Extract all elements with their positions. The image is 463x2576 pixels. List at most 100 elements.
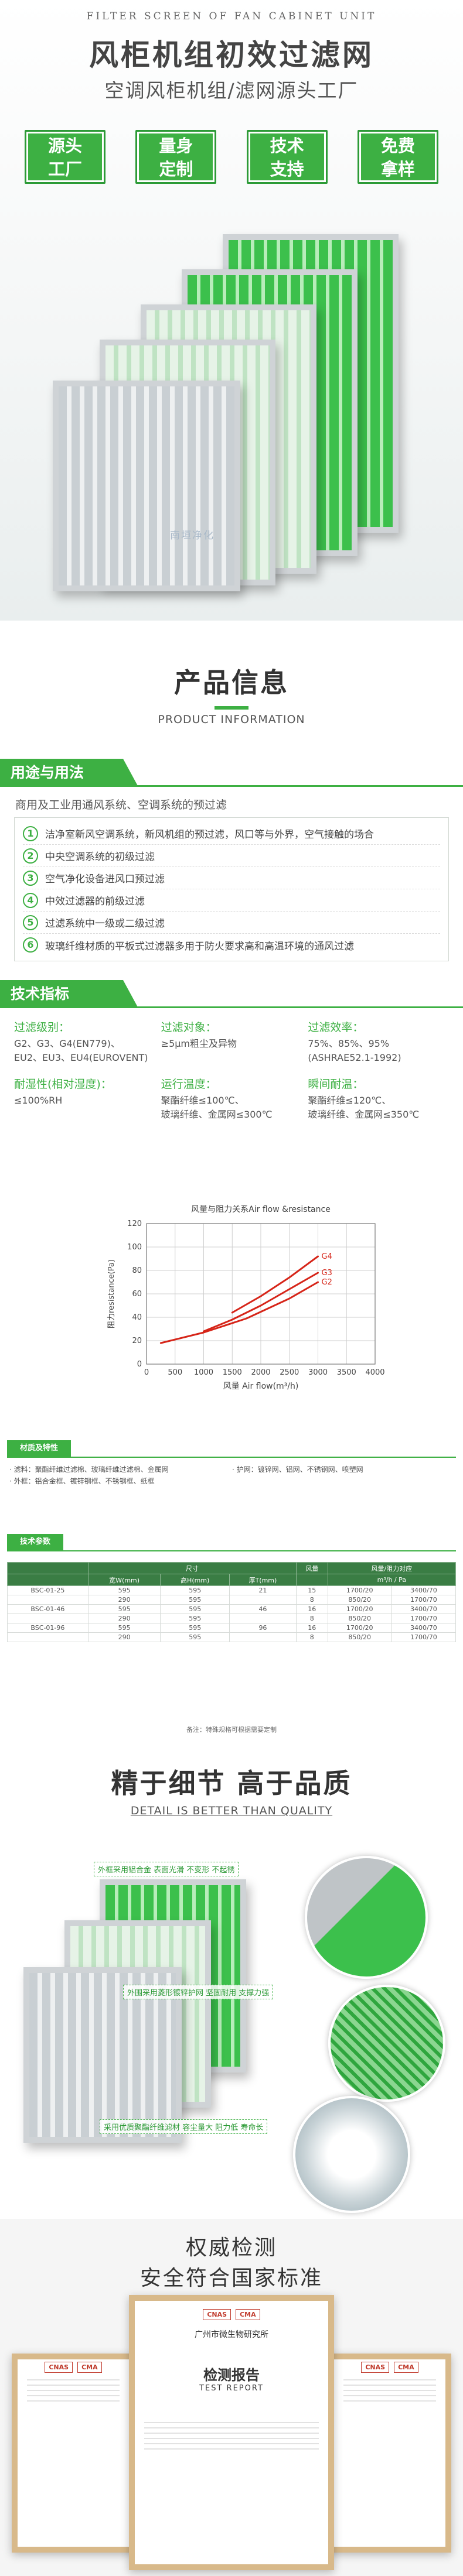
detail-heading: 精于细节 高于品质 DETAIL IS BETTER THAN QUALITY <box>0 1762 463 1817</box>
x-tick-label: 500 <box>168 1368 182 1377</box>
cert-document-left: CNAS CMA <box>12 2354 135 2553</box>
table-subheader-row: 宽W(mm) 高H(mm) 厚T(mm) m³/h / Pa <box>7 1574 457 1586</box>
brand-watermark: 南垣净化 <box>170 530 215 542</box>
cert-document-center: CNAS CMA 广州市微生物研究所 检测报告 TEST REPORT <box>129 2295 334 2570</box>
x-axis-label: 风量 Air flow(m³/h) <box>223 1382 299 1391</box>
usage-tab-label: 用途与用法 <box>0 759 138 787</box>
params-table: 尺寸 风量 风量/阻力对应 宽W(mm) 高H(mm) 厚T(mm) m³/h / Pa … <box>7 1562 457 1642</box>
table-row: 290 595 8 850/20 1700/70 <box>7 1595 457 1605</box>
cert-heading: 权威检测 安全符合国家标准 <box>0 2231 463 2291</box>
materials-tab-label: 材质及特性 <box>7 1440 72 1457</box>
params-tab-label: 技术参数 <box>7 1534 64 1550</box>
spec-peak-temp: 瞬间耐温： 聚酯纤维≤120℃、 玻璃纤维、金属网≤350℃ <box>308 1078 420 1120</box>
series-label-G4: G4 <box>322 1252 332 1261</box>
list-item: 3 空气净化设备进风口预过滤 <box>23 867 440 889</box>
cert-report-title-en: TEST REPORT <box>199 2384 264 2393</box>
callout-media: 采用优质聚酯纤维滤材 容尘量大 阻力低 寿命长 <box>100 2119 268 2134</box>
usage-intro: 商用及工业用通风系统、空调系统的预过滤 <box>15 799 227 811</box>
params-tab: 技术参数 <box>7 1534 456 1551</box>
airflow-resistance-chart: 风量与阻力关系Air flow &resistance 0 500 1000 1500 2… <box>100 1200 393 1405</box>
list-item: 6 玻璃纤维材质的平板式过滤器多用于防火要求高和高温环境的通风过滤 <box>23 934 440 956</box>
series-line-G2 <box>159 1281 319 1344</box>
x-tick-label: 0 <box>144 1368 149 1377</box>
cert-document-right: CNAS CMA <box>328 2354 451 2553</box>
badge-source-factory: 源头 工厂 <box>25 130 105 184</box>
table-header-row: 尺寸 风量 风量/阻力对应 <box>7 1562 457 1574</box>
product-info-title-en: PRODUCT INFORMATION <box>158 713 305 726</box>
spec-humidity: 耐湿性(相对湿度)： ≤100%RH <box>14 1078 112 1106</box>
product-info-title: 产品信息 <box>174 667 289 698</box>
spec-run-temp: 运行温度： 聚酯纤维≤100℃、 玻璃纤维、金属网≤300℃ <box>161 1078 273 1120</box>
table-row: 290 595 8 850/20 1700/70 <box>7 1632 457 1642</box>
hero-banner: FILTER SCREEN OF FAN CABINET UNIT 风柜机组初效… <box>0 0 463 621</box>
material-item: · 滤料：聚酯纤维过滤棉、玻璃纤维过滤棉、金属网 <box>9 1465 169 1474</box>
params-note: 备注：特殊规格可根据需要定制 <box>186 1726 277 1734</box>
cma-logo: CMA <box>236 2309 260 2320</box>
detail-image: 外框采用铝合金 表面光滑 不变形 不起锈 外围采用菱形镀锌护网 坚固耐用 支撑力… <box>0 1844 463 2219</box>
cert-subtitle: 安全符合国家标准 <box>139 2266 323 2290</box>
cert-report-title: 检测报告 <box>203 2367 260 2383</box>
list-item: 2 中央空调系统的初级过滤 <box>23 845 440 867</box>
materials-list: · 滤料：聚酯纤维过滤棉、玻璃纤维过滤棉、金属网 · 护网：镀锌网、铝网、不锈钢网… <box>9 1464 455 1487</box>
spec-filter-class: 过滤级别： G2、G3、G4(EN779)、 EU2、EU3、EU4(EUROVEN… <box>14 1021 148 1063</box>
badge-free-sample: 免费 拿样 <box>357 130 438 184</box>
hero-subtitle: 空调风柜机组/滤网源头工厂 <box>104 79 359 102</box>
y-tick-label: 60 <box>132 1290 142 1299</box>
cnas-logo: CNAS <box>45 2362 73 2373</box>
y-tick-label: 120 <box>127 1220 142 1228</box>
product-info-heading: 产品信息 PRODUCT INFORMATION <box>0 662 463 726</box>
cnas-logo: CNAS <box>361 2362 390 2373</box>
specs-tab: 技术指标 <box>0 977 463 1008</box>
table-row: 290 595 8 850/20 1700/70 <box>7 1614 457 1623</box>
usage-tab: 用途与用法 <box>0 755 463 787</box>
series-line-G4 <box>231 1255 319 1314</box>
y-tick-label: 40 <box>132 1313 142 1322</box>
x-tick-label: 2500 <box>280 1368 299 1377</box>
badge-custom: 量身 定制 <box>135 130 217 184</box>
table-row: BSC-01-96 595 595 96 16 1700/20 3400/70 <box>7 1623 457 1633</box>
material-item: · 护网：镀锌网、铝网、不锈钢网、喷塑网 <box>232 1465 363 1474</box>
spec-grid: 过滤级别： G2、G3、G4(EN779)、 EU2、EU3、EU4(EUROVEN… <box>14 1019 449 1122</box>
mesh-detail-zoom <box>328 1985 445 2102</box>
heading-accent-bar <box>215 706 248 710</box>
cert-title: 权威检测 <box>185 2236 277 2260</box>
table-row: BSC-01-25 595 595 21 15 1700/20 3400/70 <box>7 1585 457 1595</box>
series-line-G3 <box>203 1272 319 1332</box>
y-tick-label: 0 <box>137 1360 142 1369</box>
specs-tab-label: 技术指标 <box>0 980 138 1008</box>
filter-panel-front <box>53 381 240 591</box>
usage-list: 1 洁净室新风空调系统，新风机组的预过滤，风口等与外界，空气接触的场合 2 中央空调… <box>14 817 449 961</box>
list-item: 1 洁净室新风空调系统，新风机组的预过滤，风口等与外界，空气接触的场合 <box>23 823 440 845</box>
hero-title: 风柜机组初效过滤网 <box>89 38 374 72</box>
table-row: BSC-01-46 595 595 46 16 1700/20 3400/70 <box>7 1604 457 1614</box>
material-item: · 外框：铝合金框、镀锌钢框、不锈钢框、纸框 <box>9 1477 155 1485</box>
y-axis-label: 阻力resistance(Pa) <box>107 1259 116 1328</box>
feature-badges: 源头 工厂 量身 定制 技术 支持 免费 拿样 <box>25 130 438 184</box>
list-item: 5 过滤系统中一级或二级过滤 <box>23 912 440 934</box>
materials-tab: 材质及特性 <box>7 1440 456 1458</box>
x-tick-label: 3000 <box>308 1368 328 1377</box>
callout-mesh: 外围采用菱形镀锌护网 坚固耐用 支撑力强 <box>123 1985 274 1999</box>
x-tick-label: 3500 <box>337 1368 356 1377</box>
x-tick-label: 4000 <box>365 1368 384 1377</box>
material-item <box>232 1475 455 1487</box>
y-tick-label: 20 <box>132 1337 142 1345</box>
hero-subtitle-en: FILTER SCREEN OF FAN CABINET UNIT <box>86 11 377 22</box>
frame-detail-zoom <box>305 1856 428 1979</box>
callout-frame: 外框采用铝合金 表面光滑 不变形 不起锈 <box>94 1862 239 1876</box>
media-detail-zoom <box>293 2096 410 2213</box>
y-tick-label: 100 <box>127 1243 142 1252</box>
y-tick-label: 80 <box>132 1266 142 1275</box>
cnas-logo: CNAS <box>203 2309 232 2320</box>
series-label-G2: G2 <box>322 1278 332 1287</box>
certification-section: 权威检测 安全符合国家标准 CNAS CMA CNAS CMA CNAS CMA 广州… <box>0 2219 463 2576</box>
filter-product-image <box>53 222 410 597</box>
chart-title: 风量与阻力关系Air flow &resistance <box>191 1205 331 1214</box>
detail-title: 精于细节 高于品质 <box>111 1767 352 1799</box>
cert-org: 广州市微生物研究所 <box>195 2330 268 2339</box>
badge-tech-support: 技术 支持 <box>246 130 328 184</box>
x-tick-label: 2000 <box>251 1368 270 1377</box>
series-label-G3: G3 <box>322 1269 332 1277</box>
